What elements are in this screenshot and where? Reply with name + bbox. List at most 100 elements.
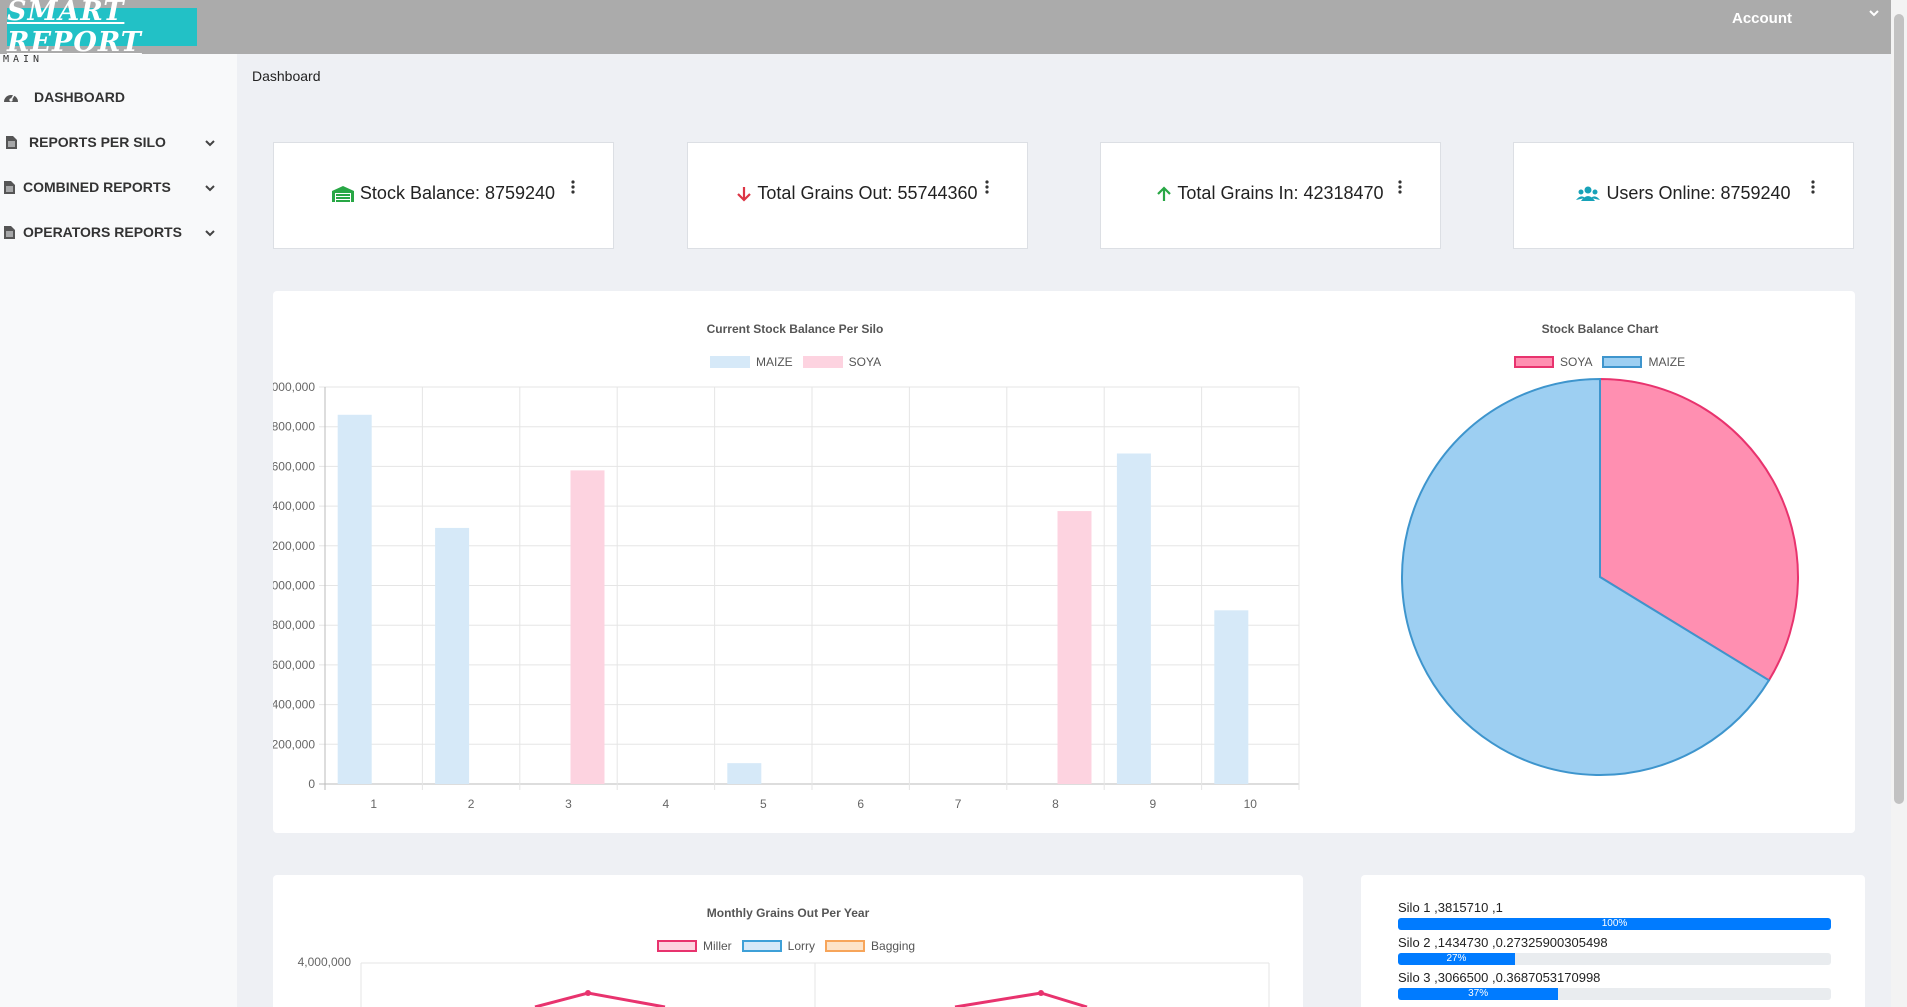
y-tick-label: 1,400,000 — [273, 499, 315, 513]
chevron-down-icon — [205, 179, 215, 195]
bar-maize[interactable] — [435, 527, 470, 784]
sidebar-item-label: OPERATORS REPORTS — [23, 224, 182, 240]
line-series-miller — [954, 991, 1088, 1007]
pie-chart-legend: SOYA MAIZE — [1514, 355, 1695, 369]
legend-label: MAIZE — [756, 355, 793, 369]
kebab-menu-icon[interactable] — [1398, 180, 1402, 199]
progress-fill: 37% — [1398, 988, 1559, 1000]
kebab-menu-icon[interactable] — [571, 180, 575, 199]
pie-chart — [1401, 377, 1799, 776]
y-tick-label: 1,200,000 — [273, 539, 315, 553]
bar-maize[interactable] — [1116, 453, 1151, 784]
bar-maize[interactable] — [727, 763, 762, 784]
breadcrumb: Dashboard — [252, 68, 321, 84]
stat-card-grains-in: Total Grains In: 42318470 — [1100, 142, 1441, 249]
kebab-menu-icon[interactable] — [985, 180, 989, 199]
users-icon — [1576, 186, 1601, 201]
chevron-down-icon — [205, 134, 215, 150]
file-icon — [3, 134, 19, 150]
legend-item-maize[interactable]: MAIZE — [1602, 355, 1685, 369]
legend-item-bagging[interactable]: Bagging — [825, 939, 915, 953]
stat-label: Users Online: 8759240 — [1606, 183, 1791, 203]
progress-label: Silo 1 ,3815710 ,1 — [1398, 900, 1503, 915]
y-tick-label: 1,600,000 — [273, 459, 315, 473]
sidebar: MAIN DASHBOARD REPORTS PER SILO COMBINED… — [0, 54, 237, 1007]
chevron-down-icon — [205, 224, 215, 240]
legend-label: Lorry — [787, 939, 816, 953]
chevron-down-icon[interactable] — [1869, 6, 1879, 21]
line-point — [585, 990, 591, 996]
stat-card-stock-balance: Stock Balance: 8759240 — [273, 142, 614, 249]
app-logo[interactable]: SMART REPORT — [7, 0, 197, 58]
line-chart — [360, 962, 1270, 1007]
line-chart-title: Monthly Grains Out Per Year — [706, 906, 870, 920]
arrow-down-icon — [737, 186, 752, 202]
bar-chart-legend: MAIZE SOYA — [710, 355, 891, 369]
warehouse-icon — [331, 185, 354, 202]
stat-card-grains-out: Total Grains Out: 55744360 — [687, 142, 1028, 249]
bar-maize[interactable] — [337, 414, 372, 784]
x-tick-label: 4 — [663, 797, 670, 811]
line-point — [1038, 990, 1044, 996]
legend-swatch — [1514, 356, 1554, 368]
progress-bar: 37% — [1398, 988, 1831, 1000]
sidebar-item-operators-reports[interactable]: OPERATORS REPORTS — [0, 214, 237, 250]
kebab-menu-icon[interactable] — [1811, 180, 1815, 199]
scrollbar-thumb[interactable] — [1894, 14, 1904, 804]
file-icon — [1, 224, 17, 240]
y-tick-label: 600,000 — [273, 658, 315, 672]
pie-slice-soya[interactable] — [1599, 377, 1799, 682]
legend-item-lorry[interactable]: Lorry — [741, 939, 816, 953]
line-chart-panel — [273, 875, 1303, 1007]
account-menu-button[interactable]: Account — [1732, 10, 1792, 27]
stat-label: Stock Balance: 8759240 — [359, 183, 556, 203]
legend-label: Bagging — [871, 939, 916, 953]
line-y-tick-label: 4,000,000 — [297, 955, 351, 969]
y-tick-label: 1,800,000 — [273, 420, 315, 434]
x-tick-label: 2 — [468, 797, 475, 811]
y-tick-label: 0 — [308, 777, 315, 791]
y-tick-label: 1,000,000 — [273, 579, 315, 593]
x-tick-label: 8 — [1052, 797, 1059, 811]
legend-label: SOYA — [1560, 355, 1593, 369]
legend-item-soya[interactable]: SOYA — [802, 355, 881, 369]
legend-swatch — [1602, 356, 1643, 368]
x-tick-label: 9 — [1150, 797, 1157, 811]
sidebar-item-label: REPORTS PER SILO — [29, 134, 166, 150]
legend-item-miller[interactable]: Miller — [657, 939, 732, 953]
dashboard-gauge-icon — [3, 89, 19, 105]
sidebar-item-combined-reports[interactable]: COMBINED REPORTS — [0, 169, 237, 205]
legend-item-soya[interactable]: SOYA — [1514, 355, 1592, 369]
sidebar-item-label: COMBINED REPORTS — [23, 179, 171, 195]
legend-swatch — [710, 356, 750, 368]
y-tick-label: 800,000 — [273, 618, 315, 632]
progress-label: Silo 2 ,1434730 ,0.27325900305498 — [1398, 935, 1608, 950]
bar-maize[interactable] — [1214, 610, 1249, 784]
bar-soya[interactable] — [570, 470, 605, 784]
legend-swatch — [825, 940, 866, 952]
x-tick-label: 1 — [370, 797, 377, 811]
bar-soya[interactable] — [1057, 511, 1092, 784]
pie-slice-maize[interactable] — [1401, 377, 1771, 776]
bar-chart: 0 200,000 400,000 600,000 800,000 1,000,000 1,… — [273, 380, 1300, 811]
silo-progress-panel — [1361, 875, 1865, 1007]
pie-chart-title: Stock Balance Chart — [1541, 322, 1659, 336]
legend-swatch — [657, 940, 697, 952]
y-tick-label: 200,000 — [273, 737, 315, 751]
legend-item-maize[interactable]: MAIZE — [710, 355, 793, 369]
logo-text: SMART REPORT — [7, 0, 142, 58]
legend-swatch — [741, 940, 782, 952]
arrow-up-icon — [1157, 185, 1172, 201]
sidebar-item-reports-per-silo[interactable]: REPORTS PER SILO — [0, 124, 237, 160]
x-tick-label: 6 — [857, 797, 864, 811]
x-tick-label: 3 — [565, 797, 572, 811]
y-tick-label: 400,000 — [273, 698, 315, 712]
x-tick-label: 7 — [955, 797, 962, 811]
page-scrollbar[interactable] — [1891, 0, 1907, 1007]
progress-fill: 100% — [1398, 918, 1831, 930]
progress-bar: 27% — [1398, 953, 1831, 965]
line-series-miller — [534, 991, 666, 1007]
progress-fill: 27% — [1398, 953, 1515, 965]
sidebar-item-dashboard[interactable]: DASHBOARD — [0, 79, 237, 115]
line-chart-legend: Miller Lorry Bagging — [657, 939, 925, 953]
